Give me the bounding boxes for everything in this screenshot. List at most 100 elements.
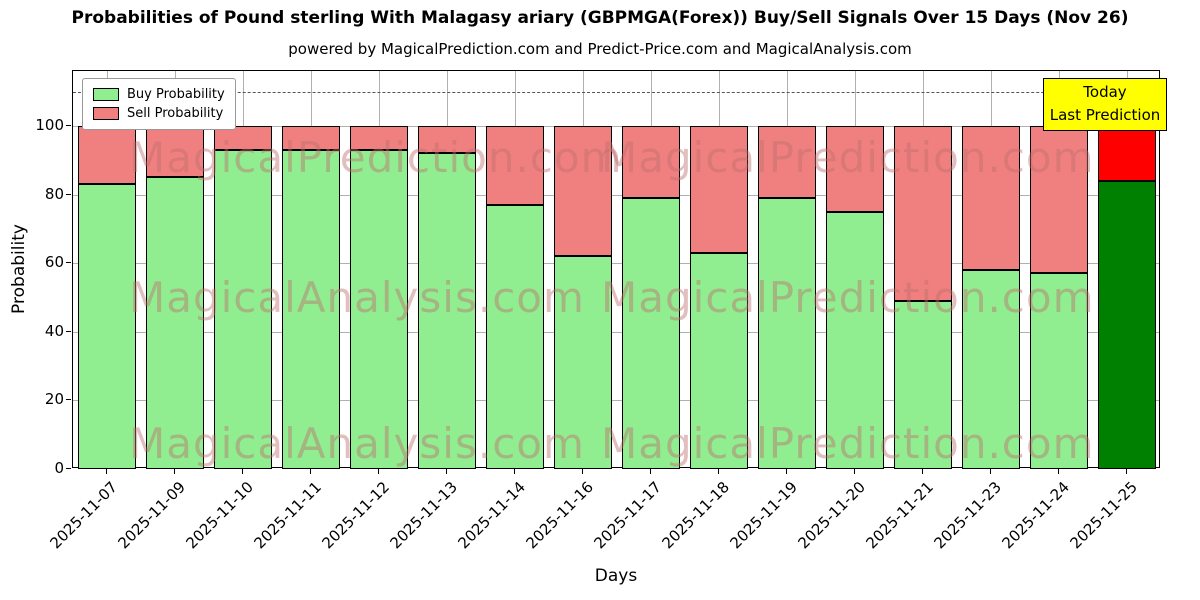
ytick-mark-40	[66, 330, 71, 332]
bar-sell-2025-11-14	[486, 125, 544, 205]
bar-sell-2025-11-18	[690, 125, 748, 253]
xtick-label-0: 2025-11-07	[46, 478, 121, 553]
bar-buy-2025-11-09	[146, 177, 204, 469]
ytick-label-60: 60	[44, 253, 64, 272]
watermark-right-0: MagicalPrediction.com	[601, 133, 1095, 182]
bar-sell-2025-11-07	[78, 125, 136, 185]
xtick-label-3: 2025-11-11	[250, 478, 325, 553]
gridline-y-100	[73, 125, 1159, 127]
xtick-mark-14	[1058, 469, 1059, 474]
ytick-mark-60	[66, 262, 71, 264]
bar-buy-2025-11-25	[1098, 180, 1156, 469]
gridline-y-20	[73, 400, 1159, 402]
ytick-mark-20	[66, 399, 71, 401]
chart-subtitle: powered by MagicalPrediction.com and Pre…	[288, 40, 912, 58]
bar-sell-2025-11-11	[282, 125, 340, 150]
bar-buy-2025-11-12	[350, 149, 408, 469]
bar-buy-2025-11-23	[962, 270, 1020, 469]
xtick-label-11: 2025-11-20	[794, 478, 869, 553]
xtick-mark-15	[1126, 469, 1127, 474]
xtick-label-10: 2025-11-19	[726, 478, 801, 553]
xtick-label-15: 2025-11-25	[1066, 478, 1141, 553]
xtick-label-9: 2025-11-18	[658, 478, 733, 553]
xtick-mark-13	[990, 469, 991, 474]
legend-label-sell: Sell Probability	[127, 106, 224, 121]
xtick-mark-1	[174, 469, 175, 474]
today-annotation: Today Last Prediction	[1043, 78, 1167, 131]
bar-sell-2025-11-13	[418, 125, 476, 154]
bar-sell-2025-11-23	[962, 125, 1020, 270]
bar-buy-2025-11-11	[282, 149, 340, 469]
xtick-mark-10	[786, 469, 787, 474]
legend-swatch-buy	[93, 88, 119, 101]
bar-sell-2025-11-20	[826, 125, 884, 212]
bar-sell-2025-11-24	[1030, 125, 1088, 274]
xtick-label-5: 2025-11-13	[386, 478, 461, 553]
bar-buy-2025-11-16	[554, 256, 612, 469]
xtick-mark-0	[106, 469, 107, 474]
x-axis-label: Days	[594, 566, 638, 586]
bar-buy-2025-11-20	[826, 211, 884, 469]
xtick-label-6: 2025-11-14	[454, 478, 529, 553]
xtick-mark-2	[242, 469, 243, 474]
ytick-mark-100	[66, 124, 71, 126]
gridline-y-60	[73, 263, 1159, 265]
bar-sell-2025-11-17	[622, 125, 680, 198]
bar-buy-2025-11-14	[486, 204, 544, 469]
ytick-label-40: 40	[44, 321, 64, 340]
watermark-right-2: MagicalPrediction.com	[601, 419, 1095, 468]
xtick-label-8: 2025-11-17	[590, 478, 665, 553]
xtick-mark-5	[446, 469, 447, 474]
xtick-label-7: 2025-11-16	[522, 478, 597, 553]
bar-buy-2025-11-21	[894, 300, 952, 469]
chart-title: Probabilities of Pound sterling With Mal…	[71, 8, 1129, 28]
ytick-label-0: 0	[54, 459, 64, 477]
bar-sell-2025-11-25	[1098, 125, 1156, 181]
xtick-mark-4	[378, 469, 379, 474]
ytick-label-100: 100	[35, 115, 64, 134]
watermark-left-2: MagicalAnalysis.com	[129, 419, 585, 468]
xtick-mark-3	[310, 469, 311, 474]
xtick-label-1: 2025-11-09	[114, 478, 189, 553]
today-annotation-line1: Today	[1083, 83, 1127, 101]
legend-label-buy: Buy Probability	[127, 87, 225, 102]
today-annotation-line2: Last Prediction	[1049, 106, 1161, 125]
bar-buy-2025-11-17	[622, 197, 680, 469]
plot-area: MagicalPrediction.com MagicalPrediction.c…	[72, 70, 1160, 469]
bar-buy-2025-11-13	[418, 153, 476, 469]
xtick-mark-11	[854, 469, 855, 474]
legend-item-buy: Buy Probability	[93, 85, 225, 104]
xtick-mark-7	[582, 469, 583, 474]
ytick-label-80: 80	[44, 184, 64, 203]
xtick-label-2: 2025-11-10	[182, 478, 257, 553]
legend-item-sell: Sell Probability	[93, 104, 225, 123]
xtick-label-14: 2025-11-24	[998, 478, 1073, 553]
bar-buy-2025-11-24	[1030, 273, 1088, 469]
ytick-mark-0	[66, 468, 71, 469]
xtick-label-13: 2025-11-23	[930, 478, 1005, 553]
watermark-left-0: MagicalPrediction.com	[129, 133, 623, 182]
ytick-label-20: 20	[44, 390, 64, 409]
watermark-right-1: MagicalPrediction.com	[601, 273, 1095, 322]
legend-swatch-sell	[93, 107, 119, 120]
bar-sell-2025-11-19	[758, 125, 816, 198]
legend: Buy Probability Sell Probability	[82, 78, 236, 130]
bar-buy-2025-11-10	[214, 149, 272, 469]
xtick-mark-8	[650, 469, 651, 474]
xtick-label-12: 2025-11-21	[862, 478, 937, 553]
gridline-y-80	[73, 194, 1159, 196]
watermark-left-1: MagicalAnalysis.com	[129, 273, 585, 322]
bar-sell-2025-11-16	[554, 125, 612, 257]
xtick-mark-6	[514, 469, 515, 474]
bar-buy-2025-11-19	[758, 197, 816, 469]
xtick-label-4: 2025-11-12	[318, 478, 393, 553]
bar-sell-2025-11-21	[894, 125, 952, 301]
gridline-y-40	[73, 331, 1159, 333]
bar-buy-2025-11-07	[78, 184, 136, 469]
bar-sell-2025-11-12	[350, 125, 408, 150]
xtick-mark-12	[922, 469, 923, 474]
bar-buy-2025-11-18	[690, 252, 748, 469]
ytick-mark-80	[66, 193, 71, 195]
xtick-mark-9	[718, 469, 719, 474]
